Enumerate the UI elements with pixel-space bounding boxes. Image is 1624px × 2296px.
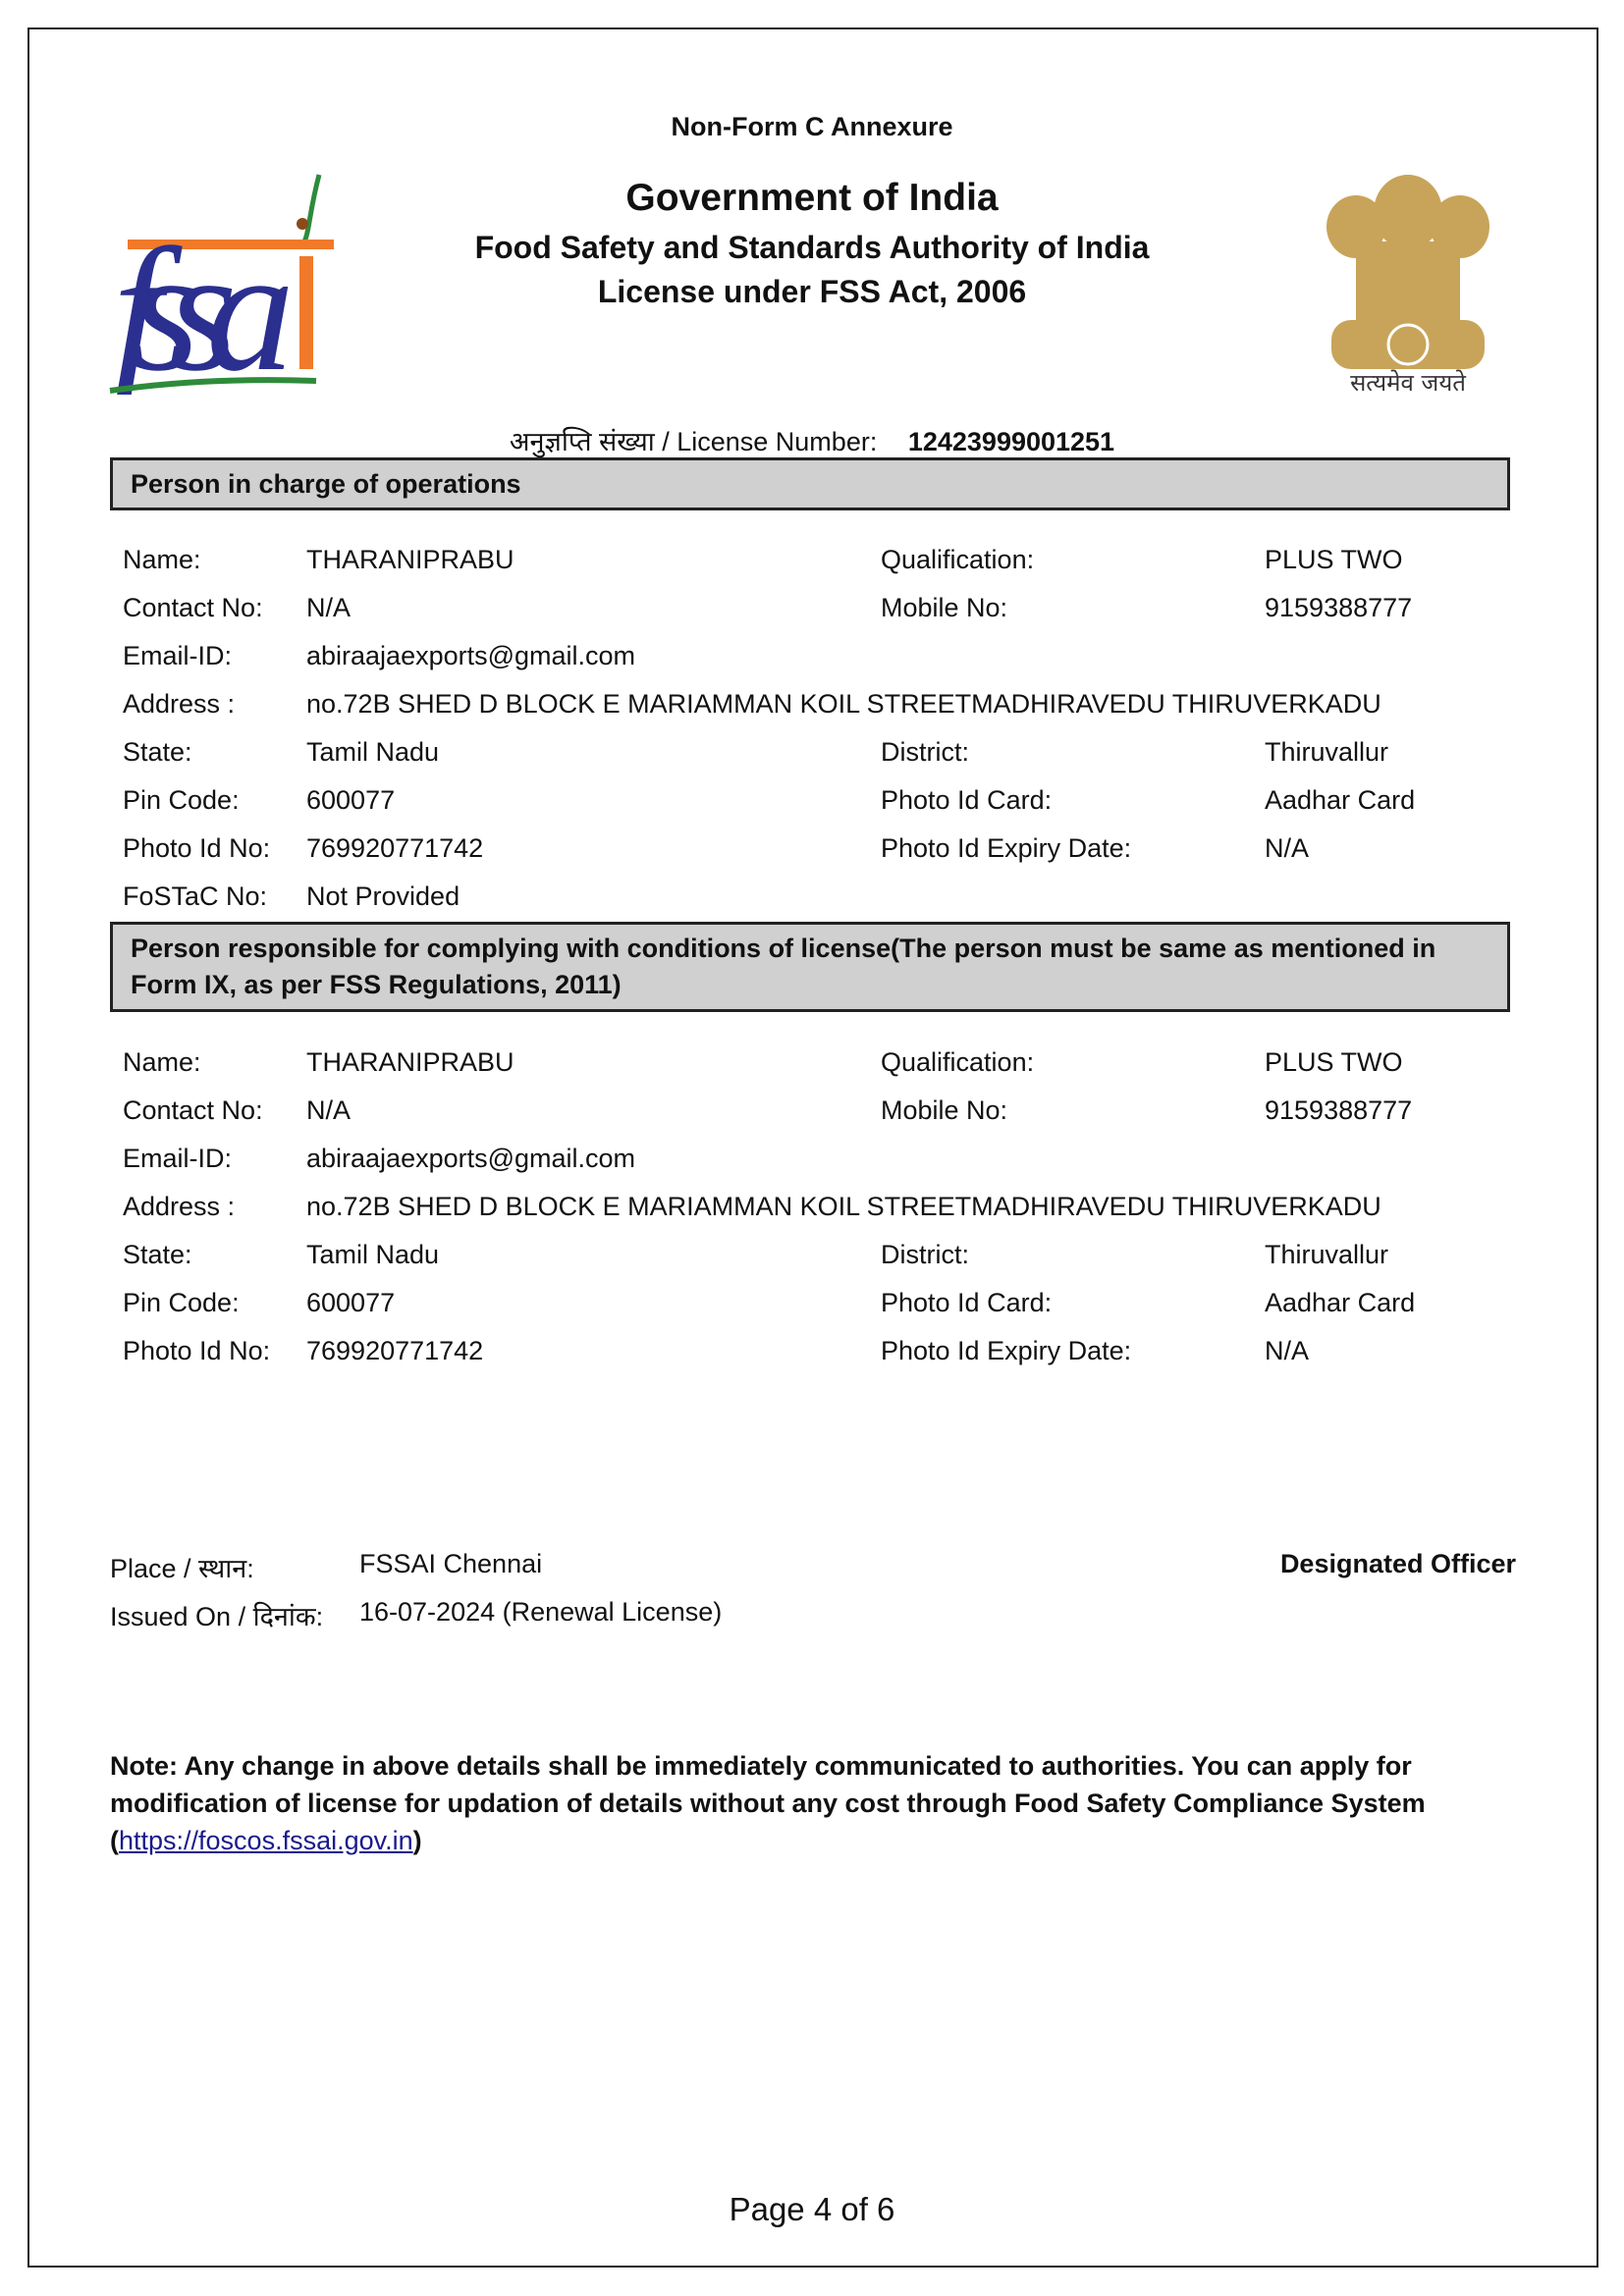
note-end: ) [412,1826,422,1855]
signatory: Designated Officer [1279,1549,1516,1578]
note: Note: Any change in above details shall … [110,1747,1514,1859]
annexure-label: Non-Form C Annexure [671,112,953,141]
page-number: Page 4 of 6 [729,2191,895,2227]
field-label: State: [123,737,192,767]
field-value: 9159388777 [1265,1095,1413,1125]
note-text: Note: Any change in above details shall … [110,1751,1426,1855]
field-value: Thiruvallur [1265,1240,1389,1269]
field-value: N/A [306,593,352,622]
field-value: N/A [306,1095,352,1125]
fssai-logo: fssa [109,174,334,395]
field-label: Qualification: [881,1047,1035,1077]
place-label: Place / स्थान: [110,1554,254,1583]
field-label: State: [123,1240,192,1269]
title: Government of India [625,177,999,219]
field-label: Photo Id No: [123,1336,271,1365]
field-value: 769920771742 [306,833,484,863]
field-value: 600077 [306,785,396,815]
field-label: Email-ID: [123,641,233,670]
field-value: abiraajaexports@gmail.com [306,641,636,670]
section-heading-compliance: Person responsible for complying with co… [110,922,1510,1012]
field-label: Photo Id Card: [881,1288,1053,1317]
field-label: Email-ID: [123,1144,233,1173]
act-title: License under FSS Act, 2006 [597,274,1027,309]
field-value: Tamil Nadu [306,1240,440,1269]
national-emblem: सत्यमेव जयते [1326,175,1489,397]
field-label: Address : [123,1192,236,1221]
field-label: Contact No: [123,593,263,622]
issued-value: 16-07-2024 (Renewal License) [359,1597,723,1627]
field-value: PLUS TWO [1265,1047,1403,1077]
field-label: Name: [123,545,201,574]
field-value: Thiruvallur [1265,737,1389,767]
field-value: Not Provided [306,881,460,911]
field-value: N/A [1265,1336,1310,1365]
field-value: 600077 [306,1288,396,1317]
field-label: Pin Code: [123,785,240,815]
field-value: N/A [1265,833,1310,863]
subtitle: Food Safety and Standards Authority of I… [474,230,1150,265]
field-label: Name: [123,1047,201,1077]
field-value: THARANIPRABU [306,545,514,574]
field-label: Qualification: [881,545,1035,574]
field-label: Photo Id No: [123,833,271,863]
field-label: Photo Id Expiry Date: [881,1336,1132,1365]
field-value: Tamil Nadu [306,737,440,767]
field-label: District: [881,737,969,767]
field-label: District: [881,1240,969,1269]
svg-text:fssa: fssa [113,212,295,395]
field-label: Mobile No: [881,593,1008,622]
license-number-line: अनुज्ञप्ति संख्या / License Number: 1242… [0,422,1624,458]
issued-label: Issued On / दिनांक: [110,1602,324,1631]
page-border [27,27,1598,2268]
field-value: abiraajaexports@gmail.com [306,1144,636,1173]
foscos-link[interactable]: https://foscos.fssai.gov.in [119,1826,413,1855]
license-label: अनुज्ञप्ति संख्या / License Number: [509,427,878,456]
field-label: FoSTaC No: [123,881,268,911]
field-value: Aadhar Card [1265,1288,1416,1317]
field-value: no.72B SHED D BLOCK E MARIAMMAN KOIL STR… [306,1192,1381,1221]
svg-text:सत्यमेव जयते: सत्यमेव जयते [1350,369,1467,397]
field-value: THARANIPRABU [306,1047,514,1077]
field-label: Contact No: [123,1095,263,1125]
field-label: Address : [123,689,236,719]
field-label: Photo Id Expiry Date: [881,833,1132,863]
field-label: Mobile No: [881,1095,1008,1125]
section-heading-operations: Person in charge of operations [110,457,1510,510]
place-value: FSSAI Chennai [359,1549,543,1578]
field-value: Aadhar Card [1265,785,1416,815]
license-number: 12423999001251 [907,427,1115,456]
field-value: no.72B SHED D BLOCK E MARIAMMAN KOIL STR… [306,689,1381,719]
field-value: 769920771742 [306,1336,484,1365]
field-value: 9159388777 [1265,593,1413,622]
field-label: Photo Id Card: [881,785,1053,815]
field-label: Pin Code: [123,1288,240,1317]
field-value: PLUS TWO [1265,545,1403,574]
